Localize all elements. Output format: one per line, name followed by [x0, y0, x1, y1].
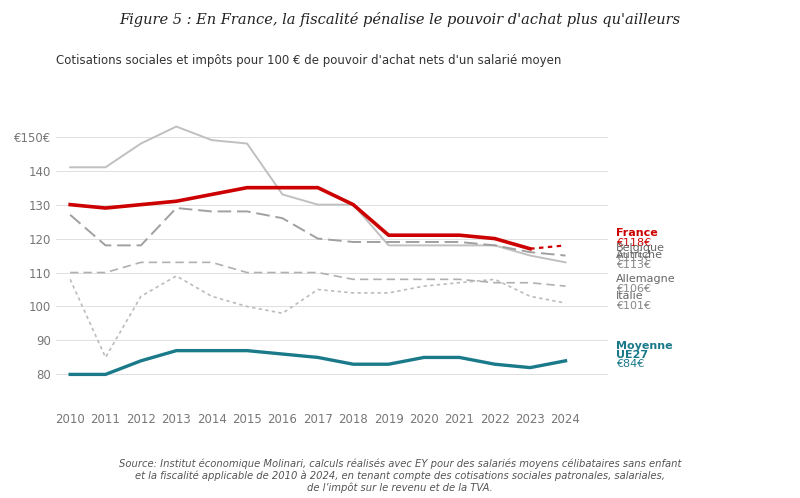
Text: €106€: €106€ [616, 284, 651, 294]
Text: €101€: €101€ [616, 301, 651, 311]
Text: Figure 5 : En France, la fiscalité pénalise le pouvoir d'achat plus qu'ailleurs: Figure 5 : En France, la fiscalité pénal… [119, 12, 681, 27]
Text: France: France [616, 228, 658, 238]
Text: Cotisations sociales et impôts pour 100 € de pouvoir d'achat nets d'un salarié m: Cotisations sociales et impôts pour 100 … [56, 54, 562, 67]
Text: Moyenne: Moyenne [616, 341, 673, 351]
Text: Italie: Italie [616, 291, 644, 301]
Text: Autriche: Autriche [616, 250, 663, 260]
Text: UE27: UE27 [616, 350, 648, 360]
Text: Belgique: Belgique [616, 243, 665, 253]
Text: Allemagne: Allemagne [616, 274, 676, 284]
Text: €113€: €113€ [616, 260, 651, 270]
Text: Source: Institut économique Molinari, calculs réalisés avec EY pour des salariés: Source: Institut économique Molinari, ca… [119, 458, 681, 493]
Text: €84€: €84€ [616, 359, 644, 369]
Text: €115€: €115€ [616, 253, 651, 263]
Text: €118€: €118€ [616, 238, 651, 248]
